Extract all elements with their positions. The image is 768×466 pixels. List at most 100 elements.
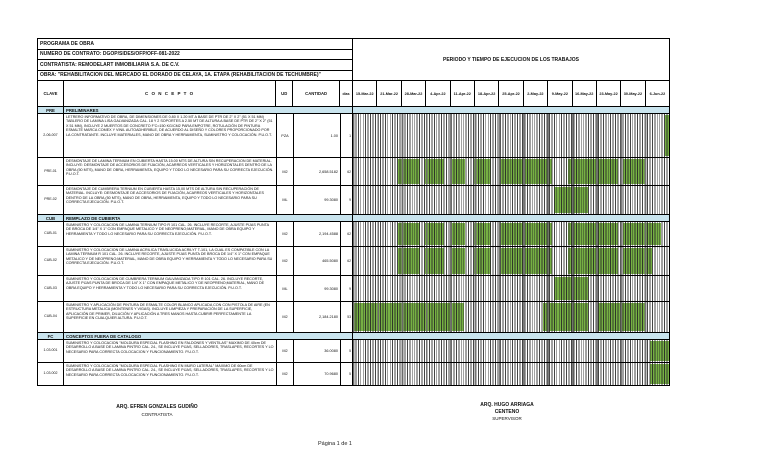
gantt-strip xyxy=(353,302,669,332)
row-dias: 9 xyxy=(341,276,353,301)
row-dias: 53 xyxy=(341,302,353,332)
row-concepto: LETRERO INFORMATIVO DE OBRA, DE DIMENSIO… xyxy=(64,114,277,157)
gantt-bar xyxy=(449,159,466,184)
row-unidad: PZA xyxy=(277,114,294,157)
contractor-signature-name: ARQ. EFREN GONZALES GUDIÑO xyxy=(116,404,198,410)
col-header-dias: dias xyxy=(342,91,350,96)
week-header-cell: 28-Mar-22 xyxy=(402,81,427,106)
gantt-week-gridlines xyxy=(353,276,669,301)
row-dias: 62 xyxy=(341,247,353,275)
week-header-cell: 16-May-22 xyxy=(573,81,597,106)
gantt-week-gridlines xyxy=(353,186,669,214)
row-unidad: M2 xyxy=(277,302,294,332)
gantt-bar xyxy=(567,248,618,274)
week-header-cell: 25-Apr-22 xyxy=(499,81,524,106)
section-title: PRELIMINARES xyxy=(64,107,353,113)
table-body: PRE PRELIMINARES 2-06-007 LETRERO INFORMATI… xyxy=(38,107,669,385)
header-right-block: PERIODO Y TIEMPO DE EJECUCION DE LOS TRA… xyxy=(353,39,669,106)
section-title: REMPLAZO DE CUBIERTA xyxy=(64,215,353,221)
col-header-ud: UD xyxy=(276,81,294,106)
contract-number: NUMERO DE CONTRATO: DGOP/SIDES/OFP/OFF-0… xyxy=(38,50,352,60)
row-dias: 5 xyxy=(341,340,353,362)
gantt-strip xyxy=(353,158,669,185)
period-title: PERIODO Y TIEMPO DE EJECUCION DE LOS TRA… xyxy=(353,39,669,81)
gantt-bar xyxy=(449,248,466,274)
gantt-hatch-overlay xyxy=(353,340,669,362)
row-concepto: DESMONTAJE DE LAMINA TERNIUM EN CUBIERTA… xyxy=(64,158,277,185)
row-clave: PRE-02 xyxy=(38,186,64,214)
week-header-cell: 9-May-22 xyxy=(548,81,573,106)
row-clave: 1.03.001 xyxy=(38,340,64,362)
gantt-bar xyxy=(449,223,466,245)
gantt-bar xyxy=(424,248,445,274)
gantt-strip xyxy=(353,247,669,275)
week-header-cell: 6-Jun-22 xyxy=(649,91,666,96)
gantt-strip xyxy=(353,114,669,157)
week-header-cell: 11-Apr-22 xyxy=(451,81,475,106)
table-row: 1.03.002 SUMINISTRO Y COLOCACION "MOLDURA… xyxy=(38,363,669,385)
gantt-bar xyxy=(424,223,445,245)
schedule-table: PROGRAMA DE OBRA NUMERO DE CONTRATO: DGO… xyxy=(37,38,670,386)
week-header-cell: 23-May-22 xyxy=(597,81,622,106)
row-concepto: DESMONTAJE DE CUMBRERA TERNIUM EN CUBIER… xyxy=(64,186,277,214)
table-row: CUB-02 SUMINISTRO Y COLOCACION DE LAMINA … xyxy=(38,247,669,276)
table-row: PRE-01 DESMONTAJE DE LAMINA TERNIUM EN CU… xyxy=(38,158,669,186)
header-left-block: PROGRAMA DE OBRA NUMERO DE CONTRATO: DGO… xyxy=(38,39,353,106)
row-cantidad: 99.3080 xyxy=(294,186,341,214)
row-unidad: M2 xyxy=(277,363,294,385)
row-unidad: M2 xyxy=(277,247,294,275)
gantt-bar xyxy=(474,223,492,245)
row-concepto: SUMINISTRO Y COLOCACION DE LAMINA TERNIU… xyxy=(64,222,277,246)
gantt-bar xyxy=(597,303,645,331)
gantt-bar xyxy=(474,159,492,184)
page-number: Página 1 de 1 xyxy=(318,441,352,447)
gantt-bar xyxy=(553,187,589,213)
contractor-signature-role: CONTRATISTA xyxy=(141,411,173,417)
section-row: CUB REMPLAZO DE CUBIERTA xyxy=(38,215,669,222)
section-gantt-band xyxy=(353,215,669,221)
table-row: 1.03.001 SUMINISTRO Y COLOCACION "MOLDURA… xyxy=(38,340,669,363)
row-clave: CUB-04 xyxy=(38,302,64,332)
week-header-cell: 4-Apr-22 xyxy=(426,81,451,106)
gantt-bar xyxy=(499,223,553,245)
supervisor-signature-name-2: CENTENO xyxy=(494,408,520,415)
program-title: PROGRAMA DE OBRA xyxy=(38,39,352,50)
gantt-bar xyxy=(424,159,445,184)
table-row: CUB-04 SUMINISTRO Y APLICACIÓN DE PINTURA… xyxy=(38,302,669,333)
section-gantt-band xyxy=(353,333,669,339)
row-unidad: M2 xyxy=(277,340,294,362)
week-header-row: 15-Mar-22 21-Mar-22 28-Mar-22 4-Apr-22 11-Ap… xyxy=(353,81,669,106)
gantt-hatch-overlay xyxy=(353,276,669,301)
gantt-strip xyxy=(353,222,669,246)
gantt-bar xyxy=(397,223,420,245)
supervisor-signature-name-1: ARQ. HUGO ARRIAGA xyxy=(480,402,534,408)
gantt-bar xyxy=(622,223,661,245)
row-clave: CUB-02 xyxy=(38,247,64,275)
row-concepto: SUMINISTRO Y COLOCACION DE CUMBRERA TERN… xyxy=(64,276,277,301)
row-unidad: ML xyxy=(277,276,294,301)
row-concepto: SUMINISTRO Y APLICACIÓN DE PINTURA DE ES… xyxy=(64,302,277,332)
gantt-bar xyxy=(649,341,669,361)
gantt-bar xyxy=(397,159,420,184)
row-cantidad: 99.3080 xyxy=(294,276,341,301)
gantt-week-gridlines xyxy=(353,363,669,385)
section-row: FC CONCEPTOS FUERA DE CATALOGO xyxy=(38,333,669,340)
row-cantidad: 465.5080 xyxy=(294,247,341,275)
row-dias: 5 xyxy=(341,363,353,385)
table-row: 2-06-007 LETRERO INFORMATIVO DE OBRA, DE … xyxy=(38,114,669,158)
week-header-cell: 18-Apr-22 xyxy=(475,81,500,106)
week-header-cell: 15-Mar-22 xyxy=(353,81,378,106)
row-cantidad: 1.00 xyxy=(294,114,341,157)
row-cantidad: 2,194.4588 xyxy=(294,222,341,246)
col-header-clave: CLAVE xyxy=(38,81,64,106)
gantt-bar xyxy=(474,248,492,274)
row-unidad: M2 xyxy=(277,222,294,246)
row-dias: 9 xyxy=(341,186,353,214)
table-row: PRE-02 DESMONTAJE DE CUMBRERA TERNIUM EN … xyxy=(38,186,669,215)
gantt-bar xyxy=(499,248,553,274)
row-cantidad: 70.9680 xyxy=(294,363,341,385)
section-code: FC xyxy=(38,333,64,339)
row-dias: 1 xyxy=(341,114,353,157)
signature-supervisor: ARQ. HUGO ARRIAGA CENTENO SUPERVISOR xyxy=(442,402,572,421)
